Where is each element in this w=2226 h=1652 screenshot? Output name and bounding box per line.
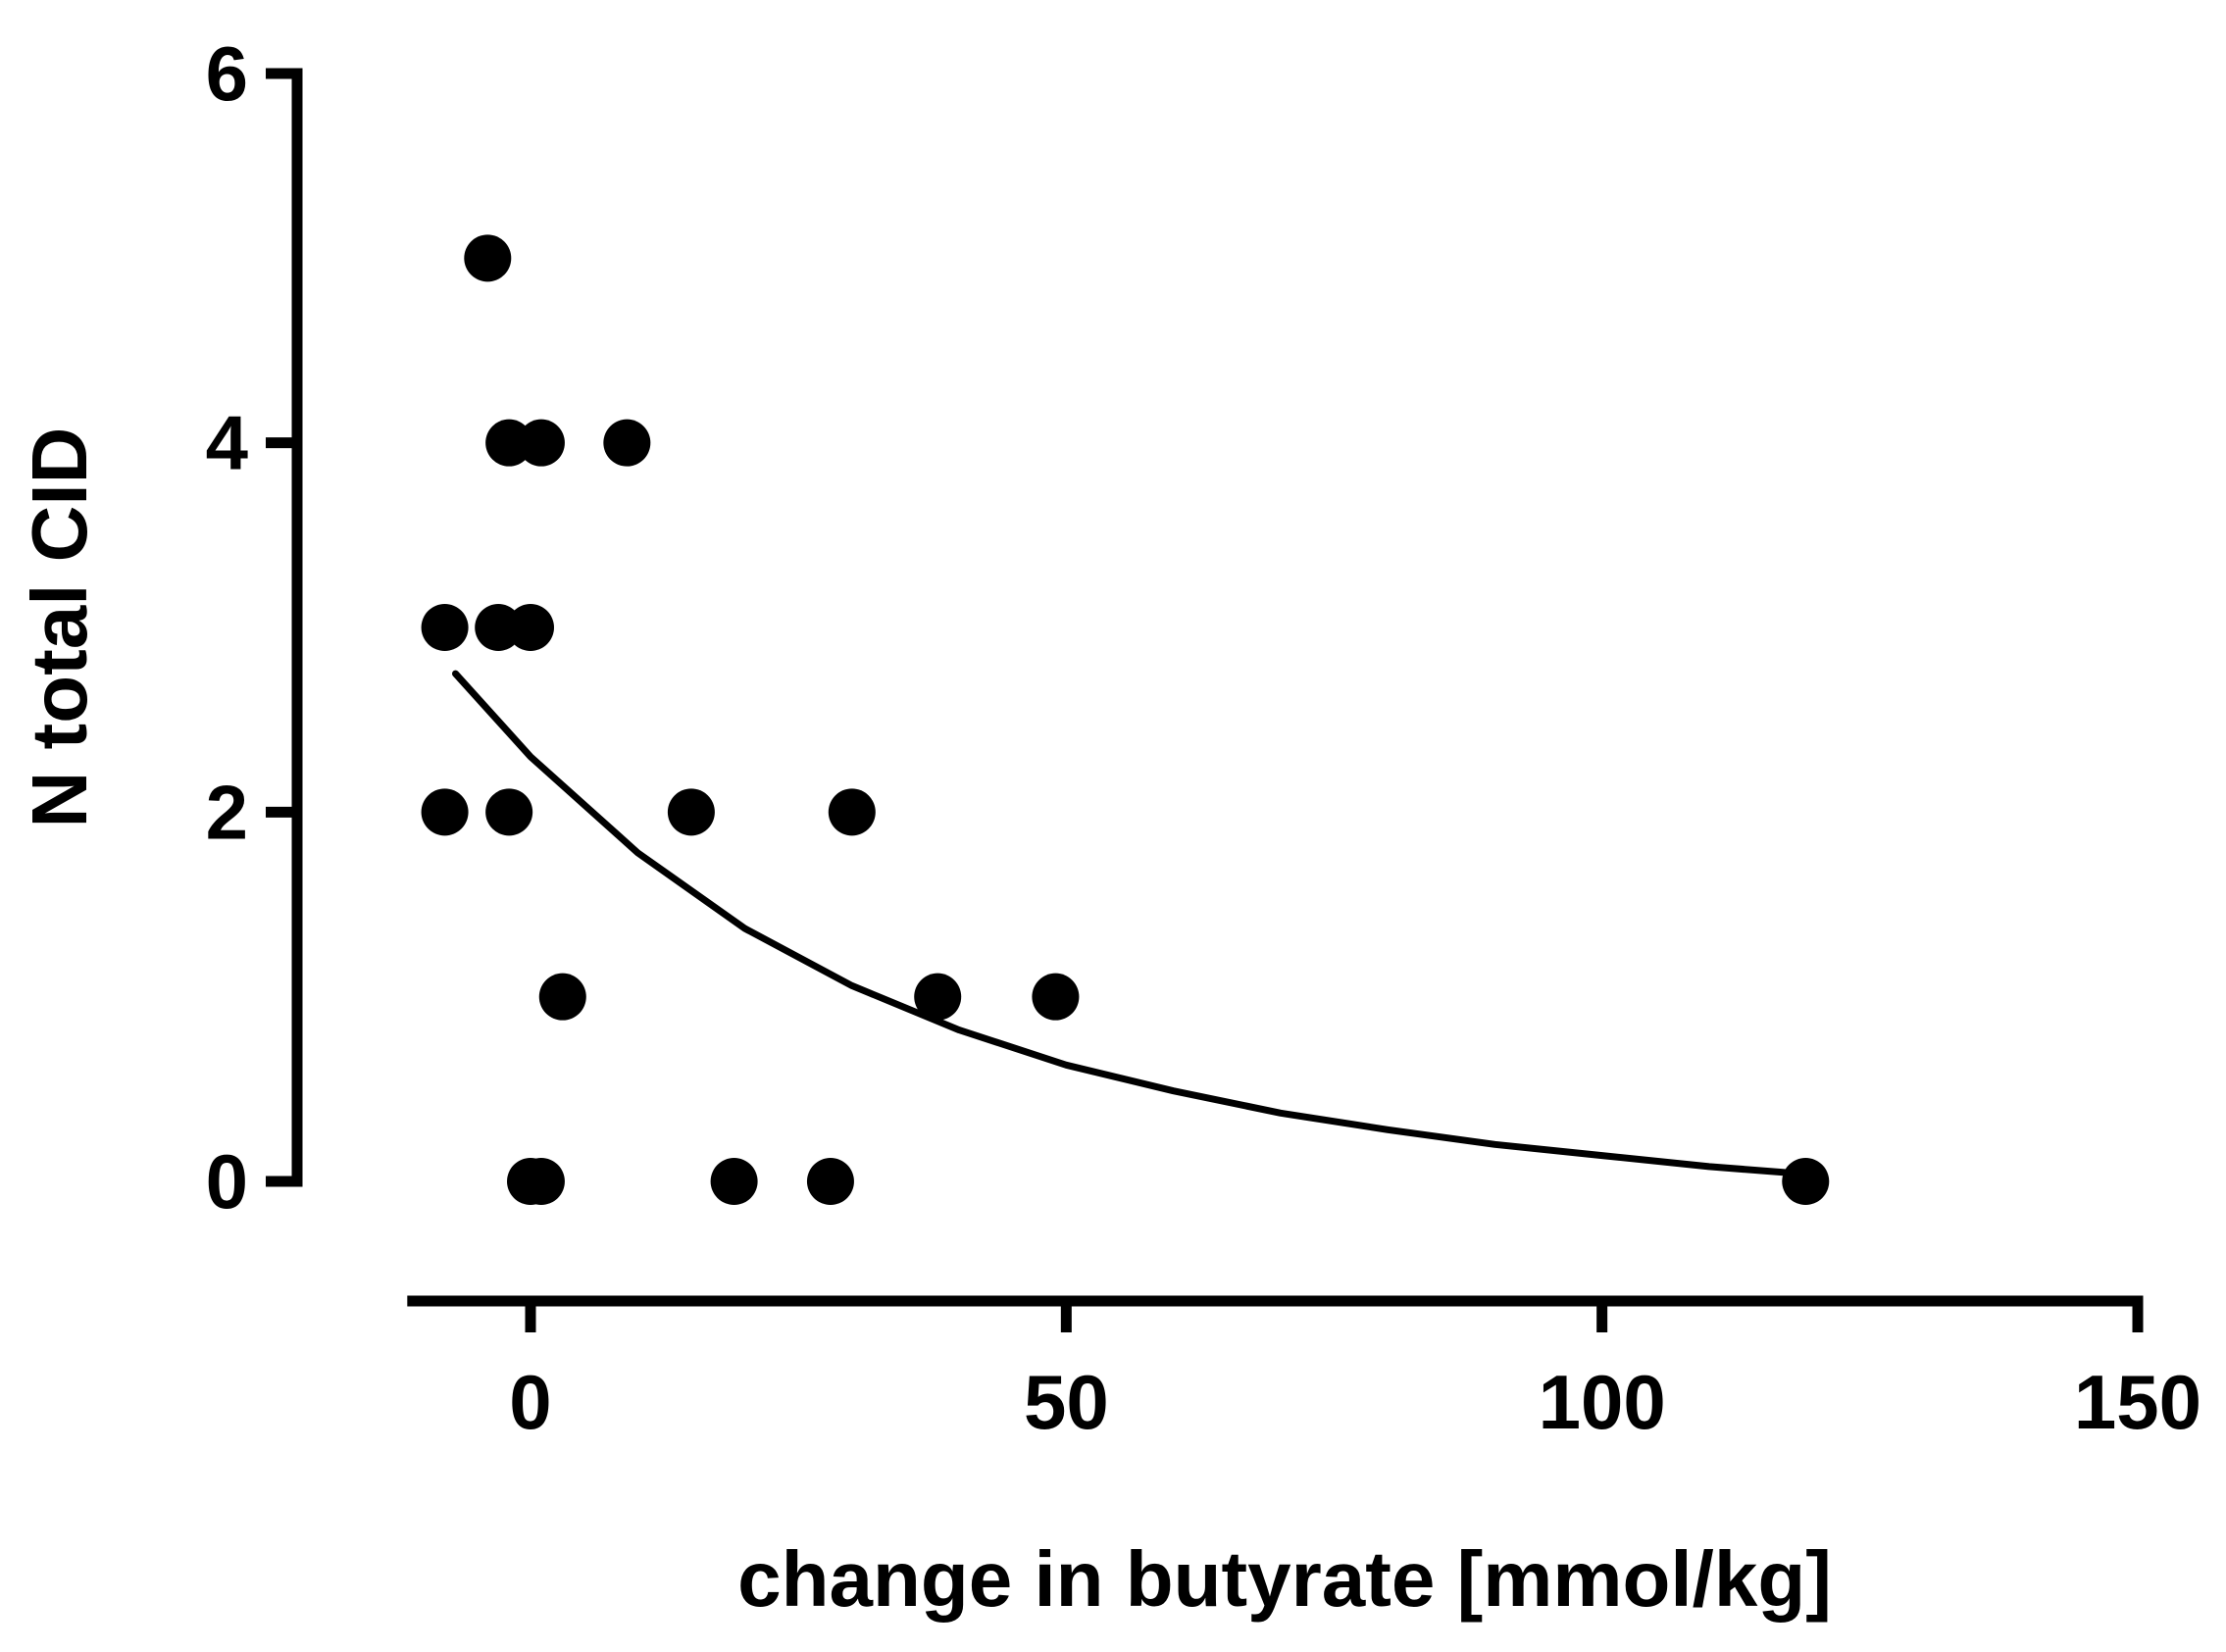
data-point <box>538 973 586 1021</box>
points-layer <box>421 234 1830 1205</box>
data-point <box>517 419 565 467</box>
data-point <box>421 604 469 651</box>
data-point <box>828 788 876 836</box>
data-point <box>464 234 512 282</box>
y-tick-label: 6 <box>206 30 248 117</box>
fit-curve-layer <box>452 670 1809 1177</box>
data-point <box>1782 1158 1830 1205</box>
data-point <box>806 1158 854 1205</box>
data-point <box>421 788 469 836</box>
y-tick-label: 4 <box>206 400 248 486</box>
data-point <box>517 1158 565 1205</box>
x-axis-title: change in butyrate [mmol/kg] <box>737 1535 1832 1623</box>
data-point <box>710 1158 758 1205</box>
labels-layer: change in butyrate [mmol/kg] N total CID… <box>16 30 2201 1623</box>
x-tick-label: 150 <box>2074 1359 2201 1445</box>
y-tick-label: 2 <box>206 769 248 855</box>
data-point <box>603 419 651 467</box>
data-point <box>507 604 554 651</box>
x-tick-label: 100 <box>1539 1359 1666 1445</box>
axes-layer <box>266 68 2144 1332</box>
y-tick-label: 0 <box>206 1138 248 1225</box>
data-point <box>914 973 962 1021</box>
x-tick-label: 0 <box>509 1359 551 1445</box>
data-point <box>1032 973 1080 1021</box>
data-point <box>667 788 715 836</box>
fit-curve-line <box>452 670 1809 1177</box>
y-axis-title: N total CID <box>16 427 103 828</box>
data-point <box>485 788 533 836</box>
x-tick-label: 50 <box>1024 1359 1109 1445</box>
